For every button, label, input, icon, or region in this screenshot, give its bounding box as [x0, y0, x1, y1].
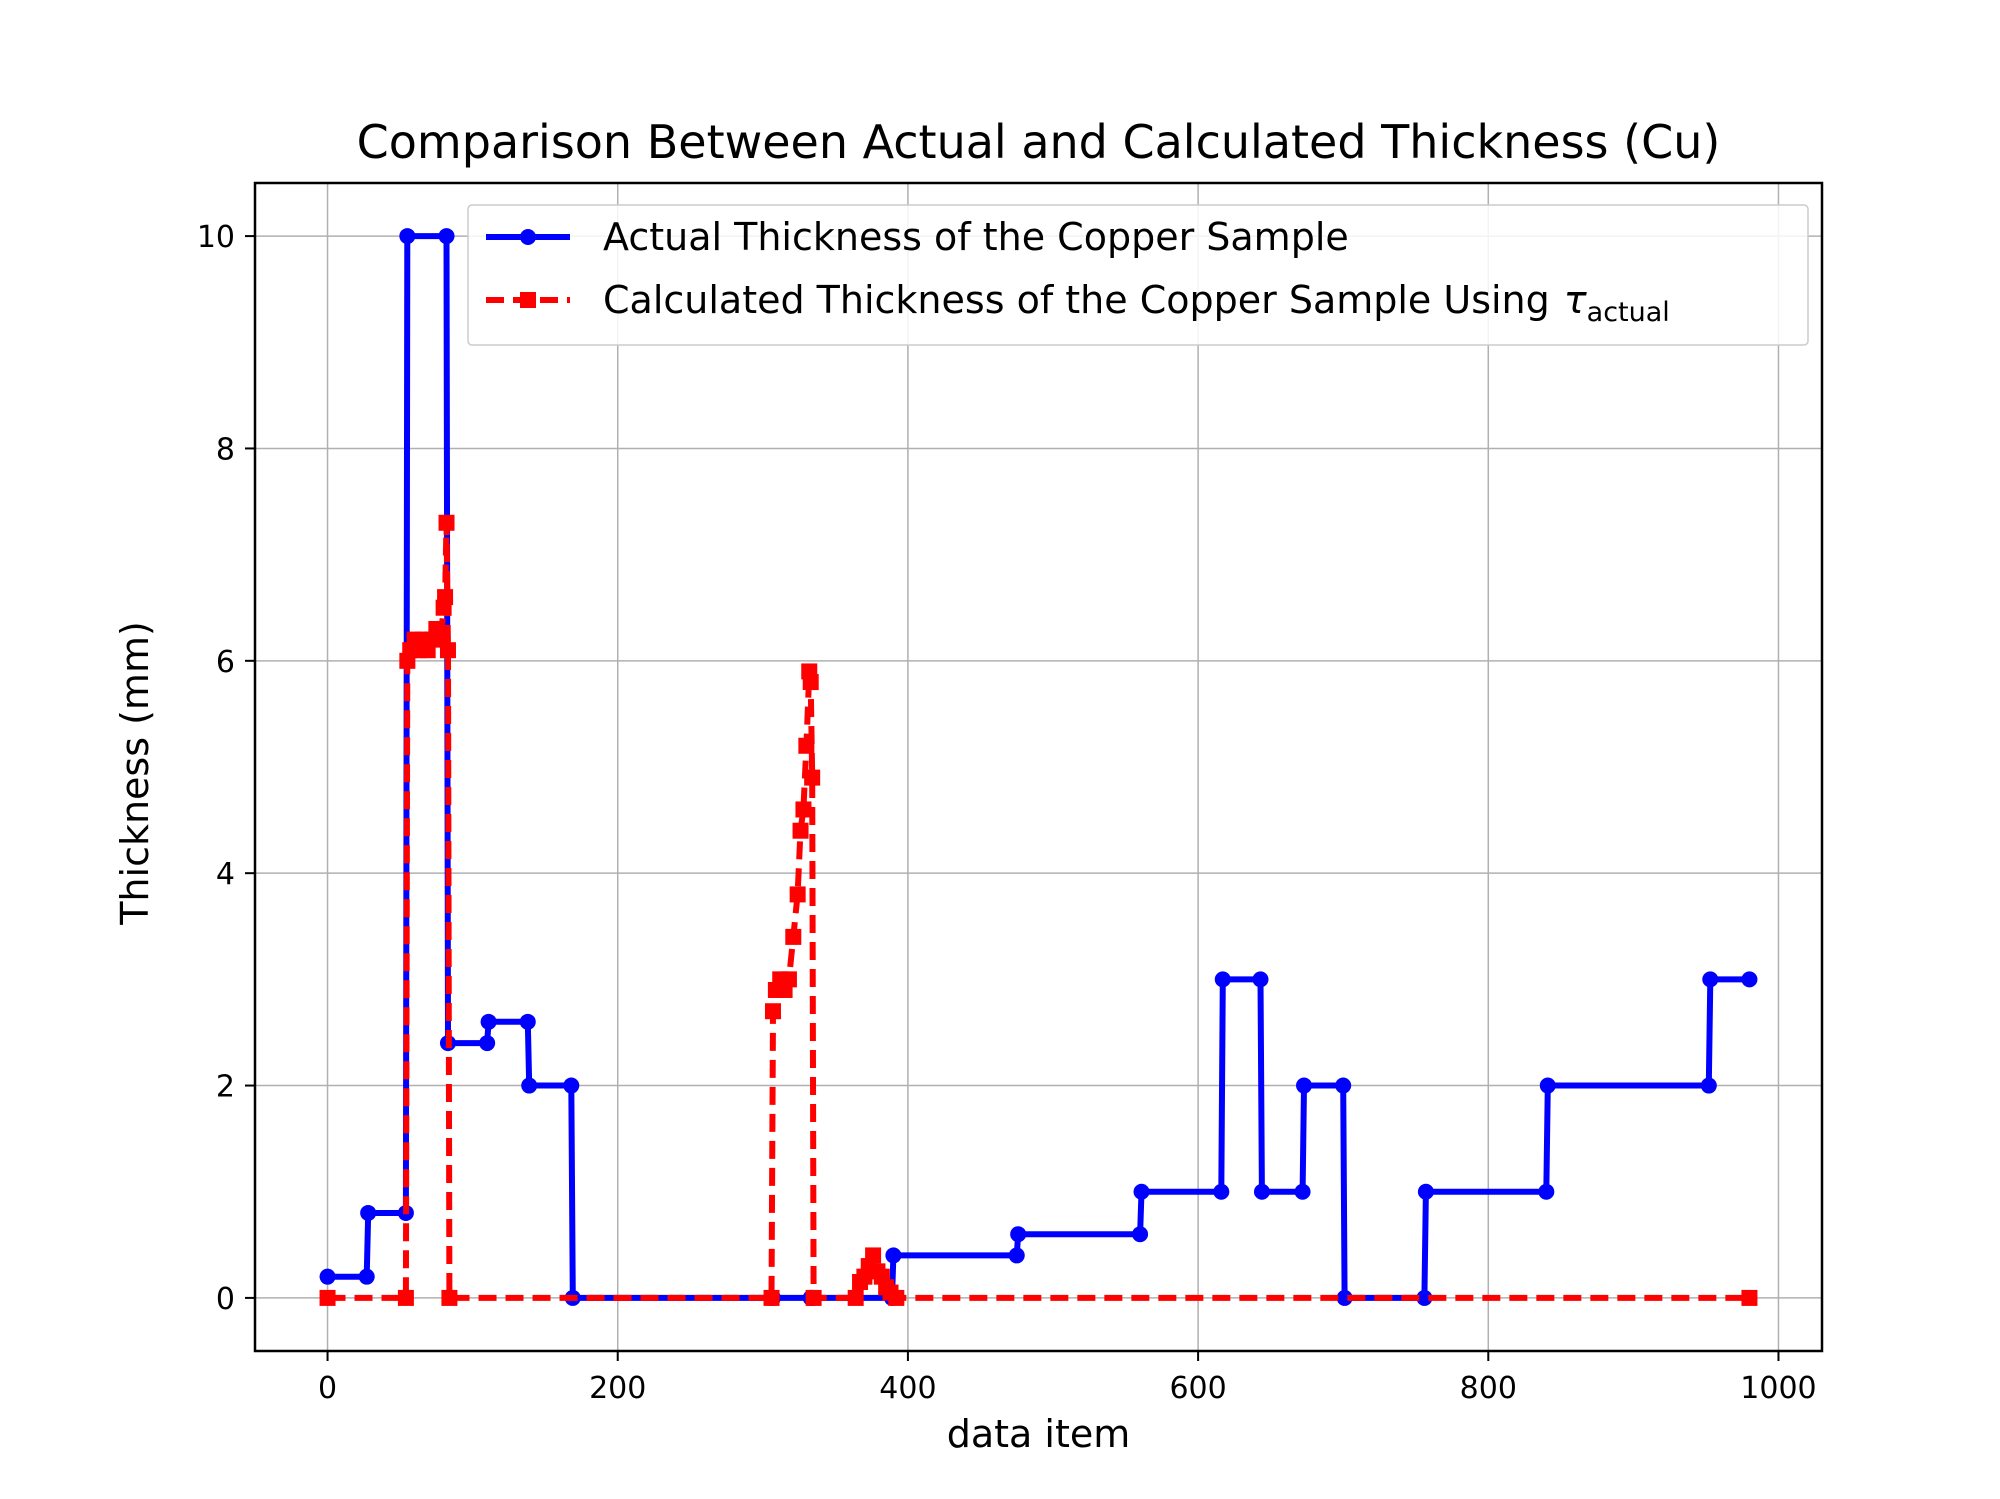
y-tick-label: 8: [216, 432, 235, 467]
legend-label-subscript: actual: [1587, 297, 1670, 328]
data-point: [1539, 1077, 1556, 1094]
data-point: [1294, 1183, 1311, 1200]
y-tick-label: 6: [216, 645, 235, 680]
data-point: [847, 1289, 864, 1306]
data-point: [792, 822, 809, 839]
data-point: [885, 1247, 902, 1264]
legend-label: Calculated Thickness of the Copper Sampl…: [603, 278, 1670, 328]
x-tick-label: 400: [879, 1371, 936, 1406]
data-point: [319, 1289, 336, 1306]
chart-title: Comparison Between Actual and Calculated…: [357, 115, 1721, 169]
data-point: [802, 674, 819, 691]
x-axis-title: data item: [947, 1412, 1131, 1456]
y-axis-title: Thickness (mm): [113, 621, 157, 926]
data-point: [1008, 1247, 1025, 1264]
data-point: [438, 228, 455, 245]
data-point: [519, 1013, 536, 1030]
data-point: [438, 514, 455, 531]
data-point: [439, 642, 456, 659]
x-tick-label: 600: [1169, 1371, 1226, 1406]
data-point: [763, 1289, 780, 1306]
data-point: [1252, 971, 1269, 988]
data-point: [798, 737, 815, 754]
data-point: [1133, 1183, 1150, 1200]
legend-label-symbol: τ: [1564, 278, 1588, 322]
data-point: [479, 1035, 496, 1052]
plot-series: [319, 228, 1758, 1306]
data-point: [1132, 1226, 1149, 1243]
x-tick-label: 200: [589, 1371, 646, 1406]
data-point: [399, 228, 416, 245]
data-point: [785, 928, 802, 945]
legend-entry: Actual Thickness of the Copper Sample: [486, 215, 1349, 259]
data-point: [1253, 1183, 1270, 1200]
data-point: [1335, 1077, 1352, 1094]
data-point: [888, 1289, 905, 1306]
legend-label-name: Actual Thickness of the Copper Sample: [603, 215, 1349, 259]
plot-frame: [253, 181, 1824, 1353]
data-point: [795, 801, 812, 818]
legend-box: [467, 204, 1809, 346]
legend-entries: Actual Thickness of the Copper Sample Cal…: [486, 215, 1670, 328]
data-point: [804, 769, 821, 786]
grid: [255, 183, 1822, 1351]
data-point: [764, 1003, 781, 1020]
data-point: [360, 1204, 377, 1221]
data-point: [397, 1289, 414, 1306]
legend-label: Actual Thickness of the Copper Sample: [603, 215, 1349, 259]
series-calculated: [319, 514, 1758, 1306]
data-point: [789, 886, 806, 903]
legend: Actual Thickness of the Copper Sample Cal…: [467, 204, 1809, 346]
data-point: [437, 589, 454, 606]
data-point: [1416, 1289, 1433, 1306]
x-tick-label: 0: [318, 1371, 337, 1406]
data-point: [1213, 1183, 1230, 1200]
data-point: [319, 1268, 336, 1285]
data-point: [780, 971, 797, 988]
data-point: [441, 1289, 458, 1306]
data-point: [865, 1247, 882, 1264]
data-point: [805, 1289, 822, 1306]
data-point: [563, 1077, 580, 1094]
y-tick-label: 0: [216, 1282, 235, 1317]
data-point: [1702, 971, 1719, 988]
data-point: [1214, 971, 1231, 988]
y-tick-label: 2: [216, 1070, 235, 1105]
legend-entry: Calculated Thickness of the Copper Sampl…: [486, 278, 1670, 328]
x-tick-label: 1000: [1740, 1371, 1816, 1406]
data-point: [1700, 1077, 1717, 1094]
x-tick-label: 800: [1460, 1371, 1517, 1406]
legend-marker: [520, 292, 536, 308]
data-point: [1296, 1077, 1313, 1094]
data-point: [358, 1268, 375, 1285]
data-point: [1417, 1183, 1434, 1200]
legend-marker: [520, 229, 536, 245]
data-point: [1010, 1226, 1027, 1243]
data-point: [521, 1077, 538, 1094]
data-point: [480, 1013, 497, 1030]
legend-label-name: Calculated Thickness of the Copper Sampl…: [603, 278, 1550, 322]
data-point: [1741, 971, 1758, 988]
data-point: [1538, 1183, 1555, 1200]
y-tick-label: 4: [216, 857, 235, 892]
data-point: [1741, 1289, 1758, 1306]
y-tick-label: 10: [197, 220, 235, 255]
data-point: [1336, 1289, 1353, 1306]
ticks: 0 200 400 600 800 1000 0 2 4 6 8 10: [197, 220, 1817, 1406]
